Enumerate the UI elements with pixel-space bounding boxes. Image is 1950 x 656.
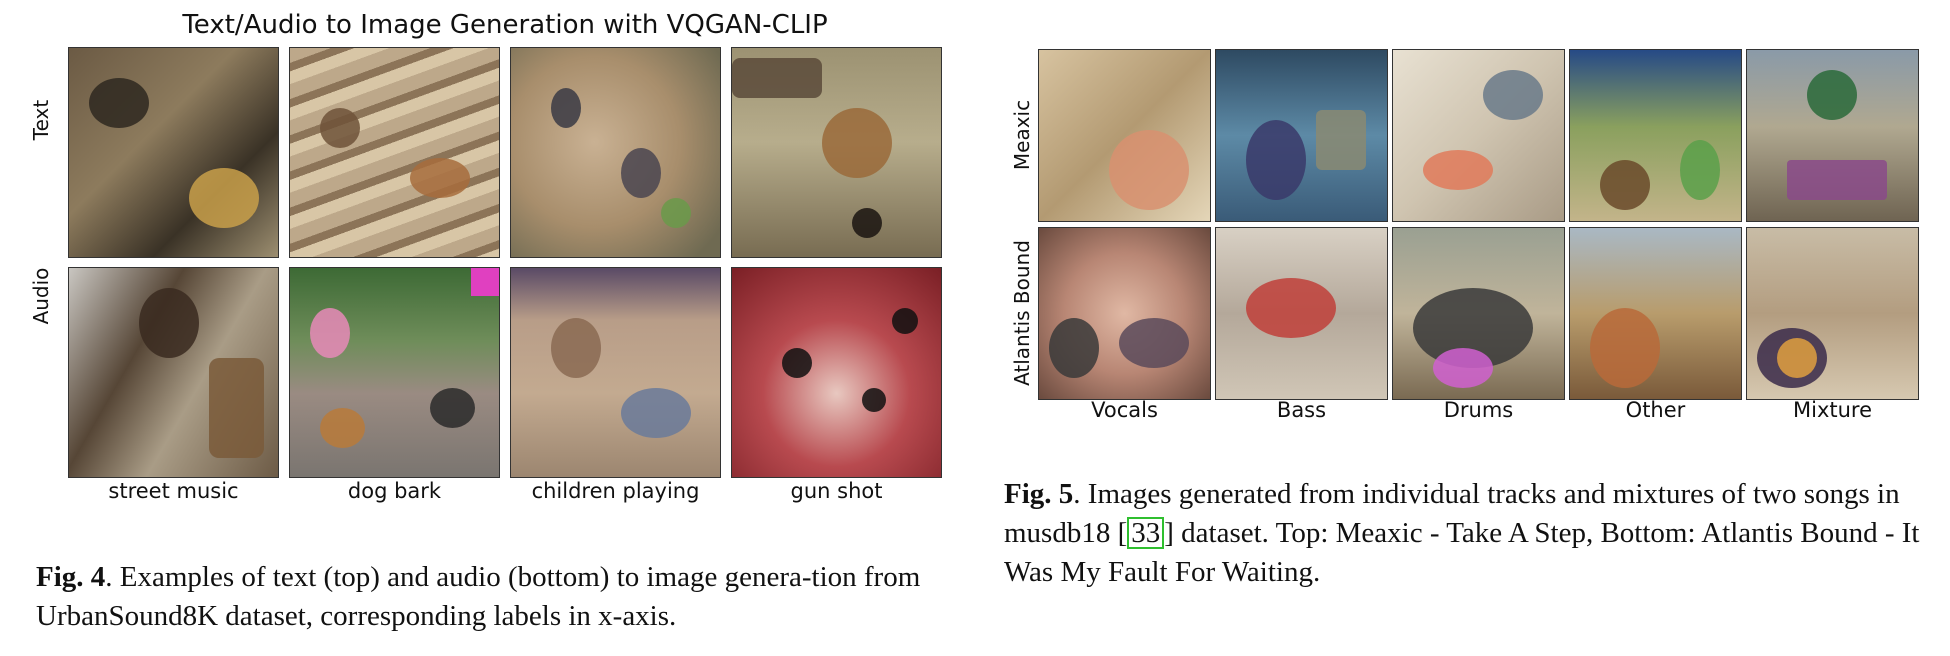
fig4-image-audio-gun-shot bbox=[731, 267, 942, 478]
fig5-col-label-vocals: Vocals bbox=[1091, 398, 1158, 422]
fig4-image-audio-dog-bark bbox=[289, 267, 500, 478]
fig5-image-atlantis-other bbox=[1569, 227, 1742, 400]
fig5-col-label-bass: Bass bbox=[1276, 398, 1327, 422]
fig5-image-meaxic-vocals bbox=[1038, 49, 1211, 222]
fig5-image-atlantis-mixture bbox=[1746, 227, 1919, 400]
fig5-image-atlantis-drums bbox=[1392, 227, 1565, 400]
figure-5-caption-text-2: ] dataset. Top: Meaxic - Take A Step, Bo… bbox=[1004, 517, 1920, 588]
fig4-image-audio-street-music bbox=[68, 267, 279, 478]
fig5-image-atlantis-bass bbox=[1215, 227, 1388, 400]
fig5-col-label-mixture: Mixture bbox=[1792, 398, 1873, 422]
fig4-row-label-audio: Audio bbox=[29, 267, 53, 325]
fig4-image-text-children-playing bbox=[510, 47, 721, 258]
fig4-col-label-street-music: street music bbox=[108, 479, 239, 503]
fig4-image-text-dog-bark bbox=[289, 47, 500, 258]
citation-link-33[interactable]: 33 bbox=[1127, 517, 1165, 549]
fig5-image-meaxic-mixture bbox=[1746, 49, 1919, 222]
fig5-image-meaxic-other bbox=[1569, 49, 1742, 222]
fig4-col-label-children-playing: children playing bbox=[531, 479, 700, 503]
fig5-col-label-drums: Drums bbox=[1443, 398, 1514, 422]
fig4-image-text-gun-shot bbox=[731, 47, 942, 258]
figure-4-caption-label: Fig. 4 bbox=[36, 561, 106, 593]
figure-4-caption: Fig. 4. Examples of text (top) and audio… bbox=[36, 558, 956, 636]
fig5-row-label-meaxic: Meaxic bbox=[1010, 99, 1034, 171]
fig4-image-text-street-music bbox=[68, 47, 279, 258]
fig4-col-label-gun-shot: gun shot bbox=[790, 479, 883, 503]
fig5-image-atlantis-vocals bbox=[1038, 227, 1211, 400]
figure-5-caption-text-1: . Images generated from individual track… bbox=[1004, 478, 1900, 549]
figure-4-caption-text: . Examples of text (top) and audio (bott… bbox=[36, 561, 921, 632]
fig5-image-meaxic-drums bbox=[1392, 49, 1565, 222]
fig4-col-label-dog-bark: dog bark bbox=[347, 479, 442, 503]
figure-5-caption: Fig. 5. Images generated from individual… bbox=[1004, 475, 1928, 592]
fig5-col-label-other: Other bbox=[1625, 398, 1686, 422]
fig4-row-label-text: Text bbox=[29, 99, 53, 141]
fig5-image-meaxic-bass bbox=[1215, 49, 1388, 222]
fig5-row-label-atlantis-bound: Atlantis Bound bbox=[1010, 240, 1034, 386]
figure-5-caption-label: Fig. 5 bbox=[1004, 478, 1074, 510]
figure-4-title: Text/Audio to Image Generation with VQGA… bbox=[182, 10, 828, 40]
fig4-image-audio-children-playing bbox=[510, 267, 721, 478]
